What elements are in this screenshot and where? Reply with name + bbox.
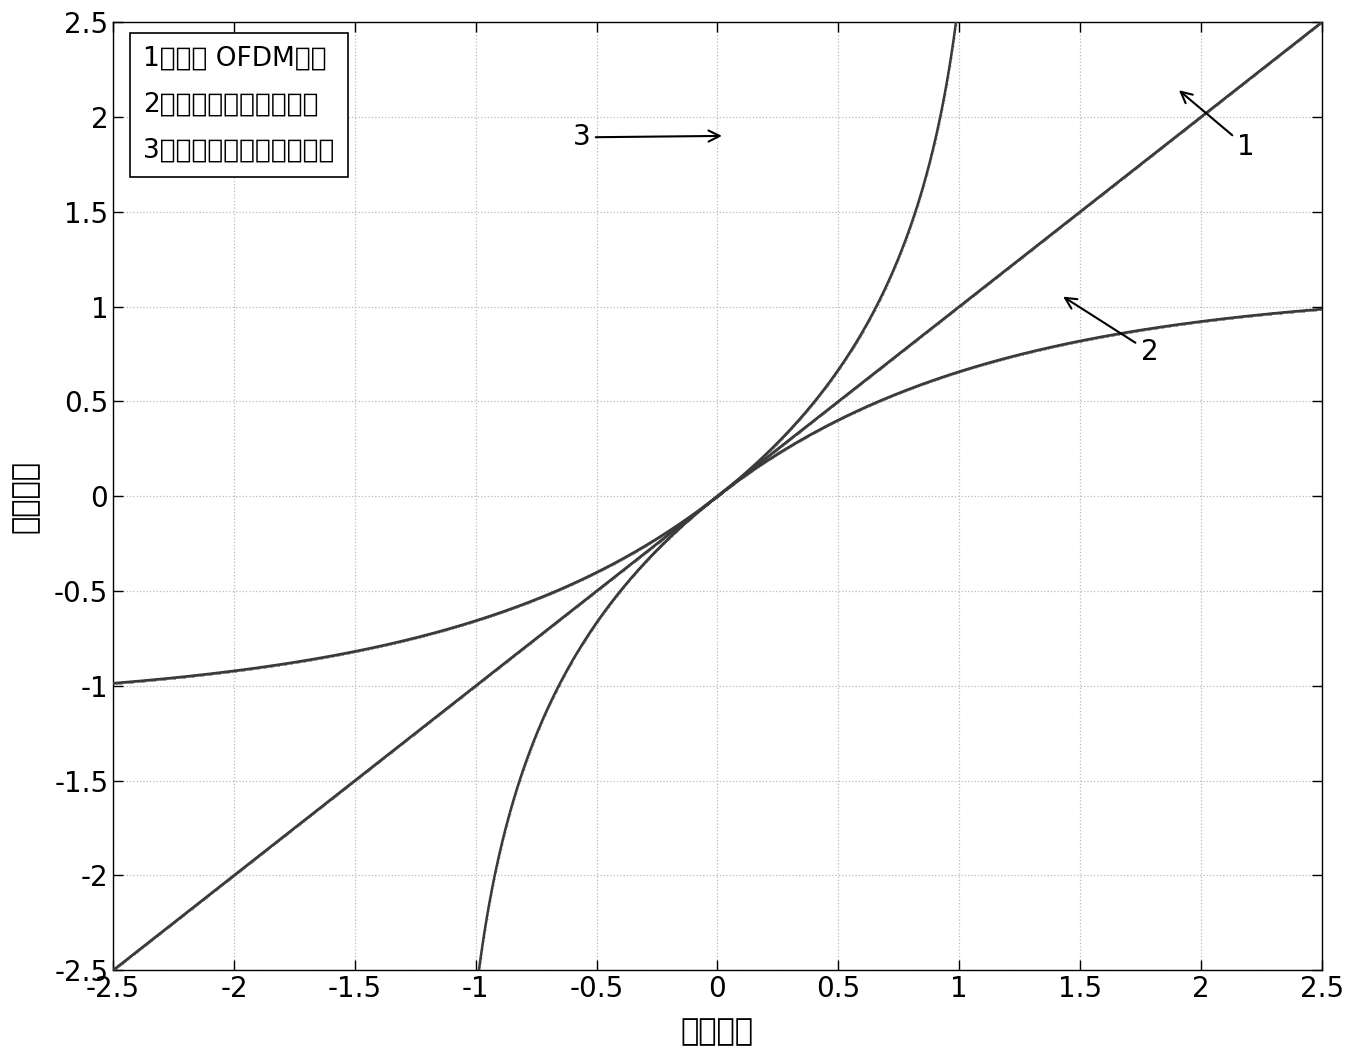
X-axis label: 输入信号: 输入信号 bbox=[682, 1017, 753, 1045]
Text: 2: 2 bbox=[1065, 298, 1159, 366]
Text: 1、原始 OFDM信号
2、本发明中的压扩特性
3、本发明中的解压扩特性: 1、原始 OFDM信号 2、本发明中的压扩特性 3、本发明中的解压扩特性 bbox=[144, 45, 335, 164]
Text: 3: 3 bbox=[572, 124, 720, 151]
Y-axis label: 输出信号: 输出信号 bbox=[11, 460, 41, 533]
Text: 1: 1 bbox=[1180, 92, 1255, 161]
